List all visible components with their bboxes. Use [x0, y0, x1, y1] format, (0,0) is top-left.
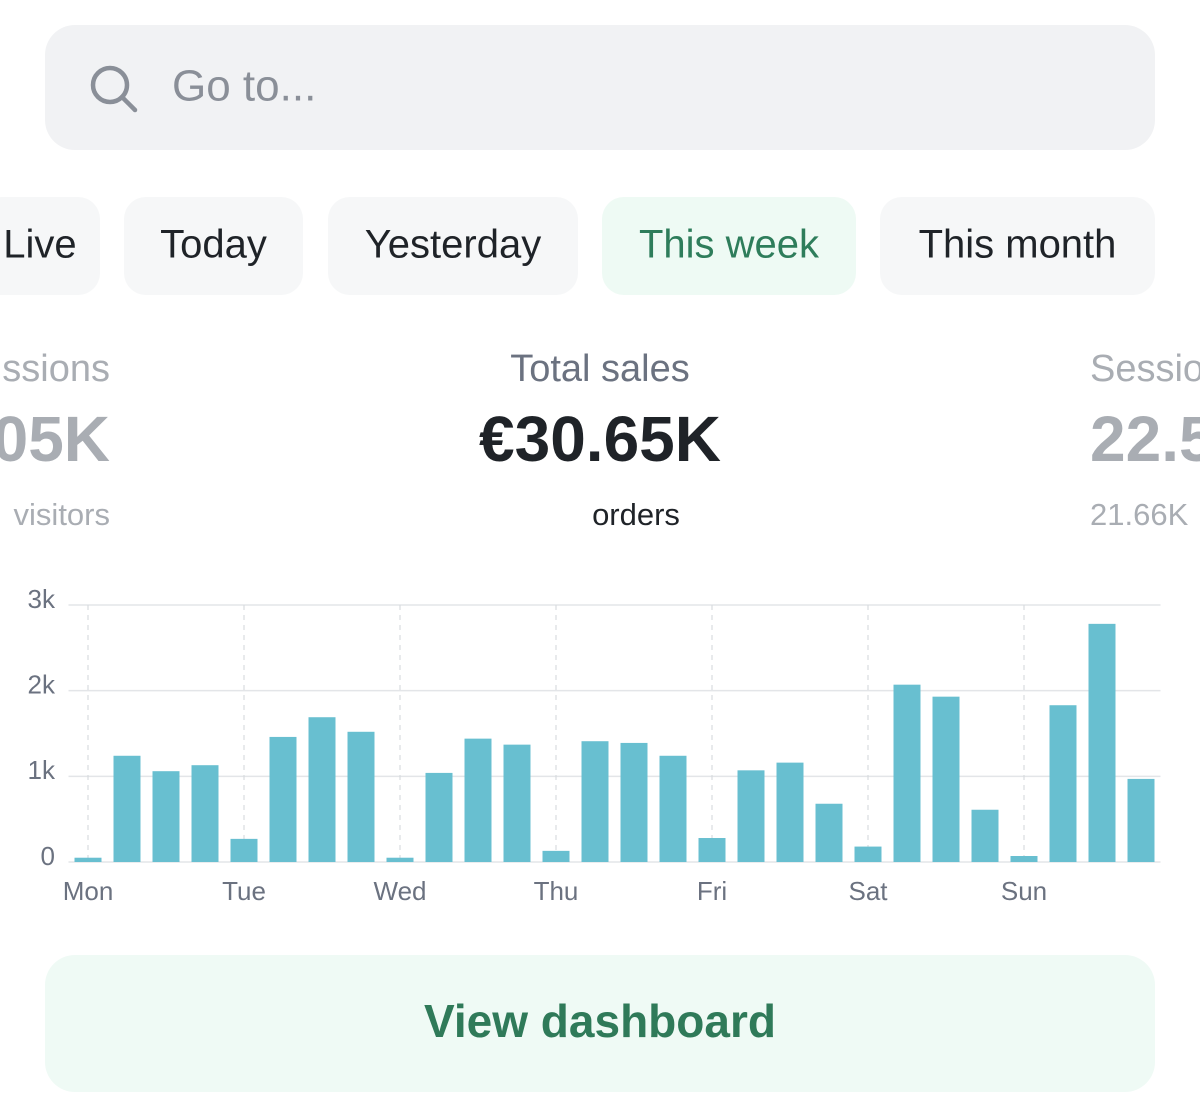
bar [425, 772, 453, 862]
search-bar[interactable] [45, 25, 1155, 150]
bar [815, 803, 843, 862]
tab-label: This week [639, 223, 820, 267]
x-tick-label: Fri [697, 876, 727, 906]
bar [152, 771, 180, 862]
x-tick-label: Sun [1001, 876, 1047, 906]
metric-label: Sessio [1090, 348, 1200, 390]
bar [464, 738, 492, 862]
y-tick-label: 0 [41, 841, 55, 871]
bar [503, 744, 531, 862]
metric-label: Total sales [510, 348, 690, 390]
x-tick-label: Mon [63, 876, 114, 906]
bar [854, 846, 882, 862]
tab[interactable] [0, 197, 100, 295]
button-label: View dashboard [424, 995, 776, 1047]
bar [191, 765, 219, 862]
bar [74, 857, 102, 862]
tab[interactable] [124, 197, 303, 295]
bar [1127, 778, 1155, 862]
x-tick-label: Wed [374, 876, 427, 906]
bar [542, 850, 570, 862]
x-tick-label: Thu [534, 876, 579, 906]
tab[interactable] [880, 197, 1155, 295]
bar [932, 696, 960, 862]
metric-value: 22.5 [1090, 403, 1200, 475]
tab-label: Live [3, 223, 76, 267]
bar [269, 736, 297, 862]
x-tick-label: Tue [222, 876, 266, 906]
bar [620, 742, 648, 862]
metric-value: 05K [0, 403, 110, 475]
y-tick-label: 1k [28, 755, 56, 785]
metric-sub: visitors [14, 497, 110, 532]
tab-label: Today [160, 223, 267, 267]
bar [893, 684, 921, 862]
tab-label: Yesterday [365, 223, 541, 267]
bar [776, 762, 804, 862]
bar [737, 770, 765, 862]
search-icon [90, 65, 138, 113]
view-dashboard-button[interactable] [45, 955, 1155, 1092]
metric-sub: 21.66K [1090, 497, 1189, 532]
x-tick-label: Sat [848, 876, 888, 906]
tab-label: This month [919, 223, 1117, 267]
tab[interactable] [328, 197, 578, 295]
metric-sub: orders [592, 497, 680, 532]
bar [698, 838, 726, 862]
bar [386, 857, 414, 862]
search-placeholder: Go to... [172, 62, 316, 111]
tab[interactable] [602, 197, 856, 295]
y-tick-label: 2k [28, 670, 56, 700]
bar [1088, 623, 1116, 862]
bar [971, 809, 999, 862]
bar [308, 717, 336, 862]
y-tick-label: 3k [28, 584, 56, 614]
metric-value: €30.65K [479, 403, 721, 475]
bar [113, 755, 141, 862]
bar [347, 731, 375, 862]
bar [230, 838, 258, 862]
bar [1010, 856, 1038, 862]
metric-label: ssions [2, 348, 110, 390]
bar [1049, 705, 1077, 862]
bar [659, 755, 687, 862]
bar [581, 741, 609, 862]
